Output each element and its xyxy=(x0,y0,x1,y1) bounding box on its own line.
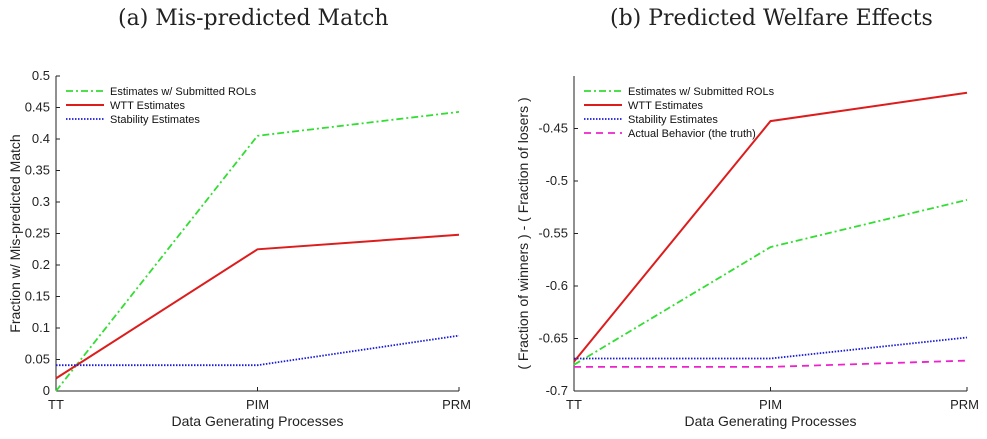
series-line-b-1 xyxy=(573,199,968,366)
series-line-b-2 xyxy=(573,91,968,363)
y-tick-label-a: 0.35 xyxy=(25,163,50,178)
y-axis-label-b: ( Fraction of winners ) - ( Fraction of … xyxy=(515,97,531,369)
y-tick-label-b: -0.65 xyxy=(538,331,568,346)
y-axis-label-a: Fraction w/ Mis-predicted Match xyxy=(7,134,23,332)
legend-label-b-1: Estimates w/ Submitted ROLs xyxy=(628,86,775,98)
chart-title-a: (a) Mis-predicted Match xyxy=(118,6,389,31)
y-tick-label-a: 0.15 xyxy=(25,289,50,304)
y-tick-label-a: 0.1 xyxy=(32,320,50,335)
legend-label-a-1: Estimates w/ Submitted ROLs xyxy=(110,86,257,98)
x-tick-label-a: PRM xyxy=(442,397,471,412)
x-tick-label-a: TT xyxy=(48,397,64,412)
x-tick-label-a: PIM xyxy=(246,397,269,412)
y-tick-label-a: 0.45 xyxy=(25,100,50,115)
legend-label-b-2: WTT Estimates xyxy=(628,100,703,112)
x-tick-label-b: TT xyxy=(566,397,582,412)
y-tick-label-a: 0.4 xyxy=(32,131,50,146)
series-line-a-3 xyxy=(56,334,460,367)
x-tick-label-b: PIM xyxy=(759,397,782,412)
y-tick-label-a: 0.25 xyxy=(25,226,50,241)
y-tick-label-b: -0.7 xyxy=(546,383,568,398)
series-line-b-3 xyxy=(574,336,968,360)
chart-title-b: (b) Predicted Welfare Effects xyxy=(610,6,933,31)
legend-label-a-2: WTT Estimates xyxy=(110,100,185,112)
y-tick-label-b: -0.45 xyxy=(538,121,568,136)
series-line-a-1 xyxy=(55,111,460,392)
y-tick-label-a: 0.2 xyxy=(32,257,50,272)
x-axis-label-b: Data Generating Processes xyxy=(685,413,857,429)
y-tick-label-a: 0 xyxy=(43,383,50,398)
x-axis-label-a: Data Generating Processes xyxy=(172,413,344,429)
series-line-a-2 xyxy=(55,233,460,380)
y-tick-label-a: 0.5 xyxy=(32,68,50,83)
y-tick-label-a: 0.3 xyxy=(32,194,50,209)
legend-label-b-3: Stability Estimates xyxy=(628,114,718,126)
legend-label-b-4: Actual Behavior (the truth) xyxy=(628,128,756,140)
series-line-b-4 xyxy=(574,359,968,368)
y-tick-label-b: -0.6 xyxy=(546,278,568,293)
y-tick-label-b: -0.55 xyxy=(538,226,568,241)
y-tick-label-b: -0.5 xyxy=(546,173,568,188)
y-tick-label-a: 0.05 xyxy=(25,352,50,367)
legend-label-a-3: Stability Estimates xyxy=(110,114,200,126)
x-tick-label-b: PRM xyxy=(950,397,979,412)
